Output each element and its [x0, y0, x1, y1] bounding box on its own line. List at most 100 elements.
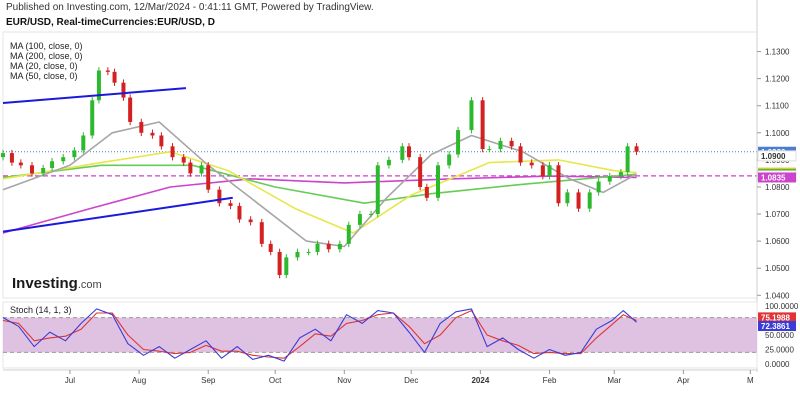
candle-body-43	[418, 157, 423, 187]
time-tick-label-4: Nov	[337, 376, 351, 385]
time-tick-label-3: Oct	[269, 376, 282, 385]
stochastic-axis: 100.000075.000050.000025.00000.000075.19…	[758, 302, 799, 369]
candle-body-18	[170, 146, 175, 158]
candle-body-60	[587, 192, 592, 209]
price-tag-bg-1	[757, 150, 797, 162]
candle-body-22	[206, 165, 211, 190]
candle-body-65	[634, 146, 639, 152]
candle-body-0	[1, 153, 5, 158]
candle-body-21	[199, 165, 204, 174]
ma100-line	[2, 164, 637, 204]
candle-body-49	[480, 100, 485, 150]
stoch-tag-1: 72.3861	[761, 322, 790, 331]
candle-body-3	[30, 165, 34, 174]
candle-body-20	[188, 162, 193, 174]
candle-body-40	[386, 159, 391, 166]
stoch-tick-label-0: 100.0000	[765, 302, 799, 311]
time-axis: Jul Aug Sep Oct Nov Dec 2024 Feb Mar Apr M	[3, 369, 757, 385]
price-tick-label-2: 1.1100	[765, 102, 789, 111]
time-tick-label-10: M	[747, 376, 754, 385]
price-tick-label-5: 1.0800	[765, 183, 790, 192]
candle-body-8	[81, 135, 86, 151]
price-axis: 1.1300 1.1200 1.1100 1.1000 1.0900 1.0800 1.07…	[756, 0, 797, 372]
candle-body-25	[237, 205, 242, 220]
candle-body-47	[456, 130, 461, 155]
candle-body-31	[295, 251, 300, 258]
candle-body-16	[150, 132, 155, 136]
candle-body-42	[407, 146, 411, 158]
candle-body-6	[61, 157, 66, 162]
candle-body-34	[326, 243, 331, 250]
candle-body-27	[259, 222, 264, 244]
time-tick-label-8: Mar	[607, 376, 621, 385]
candle-body-28	[268, 243, 273, 252]
candle-body-23	[217, 189, 222, 204]
logo-text: Investing	[12, 275, 78, 292]
candle-body-57	[556, 165, 561, 204]
price-tag-1: 1.0900	[761, 152, 786, 161]
candles	[1, 67, 639, 279]
legend-ma100: MA (100, close, 0)	[10, 41, 83, 51]
legend-ma50: MA (50, close, 0)	[10, 71, 78, 81]
candle-body-39	[375, 165, 380, 215]
trendline-1	[2, 196, 233, 233]
candle-body-24	[228, 203, 233, 206]
stoch-tag-bg-0	[758, 312, 796, 323]
time-tick-label-9: Apr	[677, 376, 690, 385]
moving-averages	[2, 121, 637, 248]
candle-body-56	[547, 165, 552, 177]
candle-body-33	[315, 243, 320, 252]
candle-body-4	[41, 168, 46, 174]
price-tick-label-1: 1.1200	[765, 75, 790, 84]
legend-ma200: MA (200, close, 0)	[10, 51, 83, 61]
candle-body-59	[576, 192, 581, 209]
candle-body-11	[105, 70, 110, 72]
stoch-k-line	[2, 308, 637, 362]
trendline-0	[2, 87, 187, 104]
time-tick-label-2: Sep	[201, 376, 216, 385]
candle-body-41	[400, 146, 405, 160]
main-pane-hlines	[3, 151, 757, 177]
candle-body-7	[72, 150, 77, 158]
stoch-tick-label-3: 25.0000	[765, 346, 794, 355]
price-tick-label-8: 1.0500	[765, 264, 790, 273]
candle-body-14	[128, 97, 133, 122]
candle-body-44	[424, 186, 429, 198]
candle-body-30	[284, 257, 289, 275]
candle-body-52	[509, 140, 514, 147]
stochastic-pane	[2, 301, 758, 369]
trendlines	[2, 87, 233, 233]
price-tick-label-6: 1.0700	[765, 210, 790, 219]
candle-body-13	[121, 82, 126, 98]
price-tag-bg-5	[758, 172, 796, 183]
candle-body-55	[540, 165, 545, 177]
ma200-line	[2, 175, 637, 234]
candle-body-1	[9, 153, 14, 163]
candle-body-54	[529, 162, 534, 166]
candle-body-19	[181, 157, 186, 163]
candle-body-38	[369, 214, 374, 216]
candle-body-53	[518, 146, 523, 163]
candle-body-36	[346, 224, 351, 244]
candle-body-26	[248, 219, 253, 223]
price-tick-label-0: 1.1300	[765, 48, 790, 57]
candle-body-9	[90, 100, 95, 136]
candle-body-64	[625, 146, 630, 173]
stoch-legend: Stoch (14, 1, 3)	[10, 305, 72, 315]
candle-body-5	[50, 161, 55, 168]
symbol-title: EUR/USD, Real-timeCurrencies:EUR/USD, D	[6, 17, 215, 28]
candle-body-12	[112, 71, 117, 83]
time-tick-label-5: Dec	[404, 376, 418, 385]
price-tick-label-9: 1.0400	[765, 291, 790, 300]
price-tick-label-7: 1.0600	[765, 237, 790, 246]
candle-body-46	[447, 154, 452, 166]
published-caption: Published on Investing.com, 12/Mar/2024 …	[6, 2, 374, 13]
legend-ma20: MA (20, close, 0)	[10, 61, 78, 71]
stoch-tick-label-2: 50.0000	[765, 331, 794, 340]
candle-body-29	[277, 251, 282, 275]
candle-body-37	[357, 214, 362, 225]
candle-body-32	[306, 251, 311, 253]
time-tick-label-0: Jul	[65, 376, 75, 385]
time-tick-label-1: Aug	[132, 376, 146, 385]
price-tick-label-3: 1.1000	[765, 129, 790, 138]
